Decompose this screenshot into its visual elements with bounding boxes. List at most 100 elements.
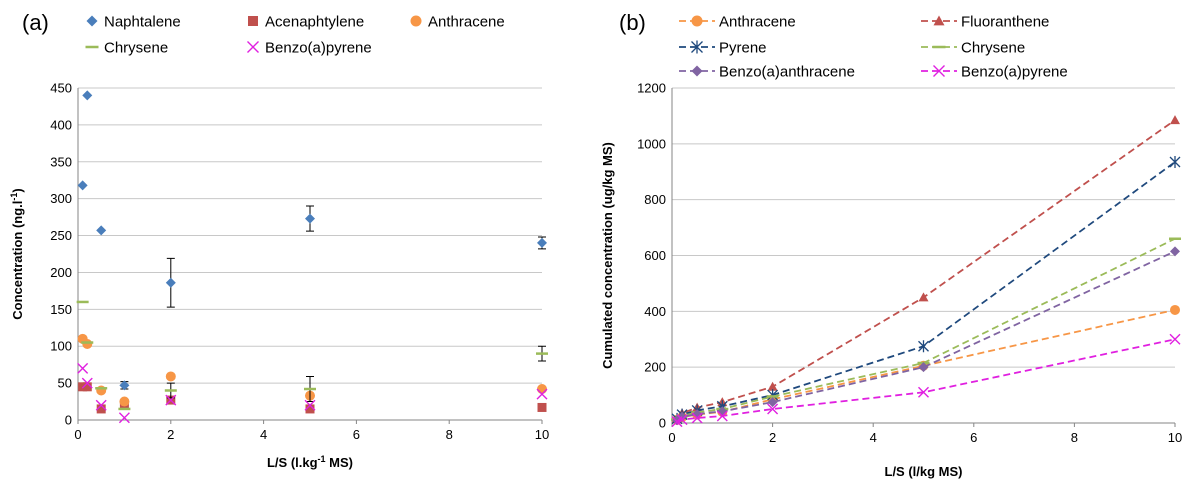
series-fluoranthene bbox=[672, 115, 1180, 423]
legend-item: Benzo(a)anthracene bbox=[679, 64, 855, 81]
legend-marker bbox=[410, 15, 422, 27]
data-point bbox=[119, 396, 130, 407]
data-point bbox=[165, 277, 176, 288]
y-tick-label: 0 bbox=[659, 416, 666, 431]
x-axis-title: L/S (l/kg MS) bbox=[885, 464, 963, 479]
legend-marker bbox=[933, 65, 945, 77]
legend-label: Anthracene bbox=[428, 14, 505, 31]
x-tick-label: 8 bbox=[1071, 430, 1078, 445]
panel-label: (a) bbox=[22, 10, 49, 35]
series-benzo-a-pyrene bbox=[77, 362, 548, 424]
series-line bbox=[676, 119, 1176, 420]
legend-marker bbox=[933, 15, 945, 26]
data-point bbox=[81, 377, 93, 389]
legend-item: Chrysene bbox=[921, 40, 1025, 57]
y-tick-label: 0 bbox=[65, 413, 72, 428]
y-tick-label: 400 bbox=[644, 304, 666, 319]
data-point bbox=[767, 403, 779, 415]
chart-panel-a: (a) 0 50 100 150 200 250 300 350 400 450 0 2 4 6 8 10 L/S… bbox=[9, 10, 549, 470]
legend-label: Anthracene bbox=[719, 14, 796, 31]
data-point bbox=[1169, 333, 1181, 345]
x-tick-label: 2 bbox=[167, 427, 174, 442]
legend-item: Anthracene bbox=[410, 14, 505, 31]
y-tick-label: 1200 bbox=[637, 81, 666, 96]
y-tick-label: 450 bbox=[50, 81, 72, 96]
legend-marker bbox=[691, 65, 703, 77]
x-tick-label: 0 bbox=[668, 430, 675, 445]
data-point bbox=[537, 237, 547, 248]
y-tick-label: 350 bbox=[50, 154, 72, 169]
legend-item: Fluoranthene bbox=[921, 14, 1049, 31]
data-point bbox=[918, 386, 929, 398]
legend-label: Chrysene bbox=[104, 40, 168, 57]
data-point bbox=[96, 225, 107, 236]
y-tick-label: 400 bbox=[50, 117, 72, 132]
x-tick-label: 6 bbox=[970, 430, 977, 445]
legend-item: Benzo(a)pyrene bbox=[921, 64, 1068, 81]
legend-item: Benzo(a)pyrene bbox=[247, 40, 372, 57]
y-tick-label: 1000 bbox=[637, 136, 666, 151]
y-tick-label: 300 bbox=[50, 191, 72, 206]
y-tick-label: 50 bbox=[58, 376, 72, 391]
y-tick-label: 100 bbox=[50, 339, 72, 354]
panel-label: (b) bbox=[619, 10, 646, 35]
legend-item: Chrysene bbox=[85, 40, 168, 57]
legend-label: Naphtalene bbox=[104, 14, 181, 31]
x-tick-label: 6 bbox=[353, 427, 360, 442]
series-chrysene bbox=[76, 300, 548, 411]
data-point bbox=[82, 90, 93, 101]
legend-item: Acenaphtylene bbox=[248, 14, 364, 31]
data-point bbox=[77, 180, 88, 191]
y-axis-title: Concentration (ng.l-1) bbox=[9, 188, 25, 320]
data-point bbox=[1170, 304, 1180, 315]
data-point bbox=[96, 404, 106, 414]
y-tick-label: 250 bbox=[50, 228, 72, 243]
x-tick-label: 4 bbox=[260, 427, 267, 442]
data-point bbox=[537, 384, 547, 395]
legend-label: Chrysene bbox=[961, 40, 1025, 57]
y-tick-label: 200 bbox=[50, 265, 72, 280]
y-tick-label: 200 bbox=[644, 360, 666, 375]
data-point bbox=[95, 399, 107, 411]
series-line bbox=[676, 161, 1176, 420]
data-point bbox=[918, 292, 929, 302]
data-point bbox=[1169, 155, 1181, 168]
data-point bbox=[304, 399, 316, 411]
x-tick-label: 2 bbox=[769, 430, 776, 445]
data-point bbox=[305, 213, 315, 224]
legend-item: Naphtalene bbox=[86, 14, 181, 31]
data-point bbox=[1170, 246, 1180, 257]
series-anthracene bbox=[77, 333, 547, 407]
data-point bbox=[165, 394, 177, 406]
data-point bbox=[536, 388, 548, 400]
series-benzo-a-pyrene bbox=[671, 333, 1181, 428]
legend-label: Acenaphtylene bbox=[265, 14, 364, 31]
x-tick-label: 10 bbox=[535, 427, 549, 442]
series-chrysene bbox=[671, 237, 1181, 421]
x-tick-label: 10 bbox=[1168, 430, 1182, 445]
legend-label: Benzo(a)anthracene bbox=[719, 64, 855, 81]
data-point bbox=[716, 410, 728, 422]
y-tick-label: 800 bbox=[644, 192, 666, 207]
data-point bbox=[918, 340, 929, 353]
data-point bbox=[767, 397, 778, 408]
series-pyrene bbox=[671, 155, 1181, 425]
y-tick-label: 600 bbox=[644, 248, 666, 263]
legend-item: Anthracene bbox=[679, 14, 796, 31]
legend-marker bbox=[247, 41, 259, 53]
data-point bbox=[767, 381, 778, 391]
chart-panel-b: (b) 0 200 400 600 800 1000 1200 0 2 4 6 8 10 L/S (l/kg… bbox=[600, 10, 1182, 479]
data-point bbox=[1170, 115, 1180, 125]
legend-marker bbox=[691, 40, 703, 54]
legend-marker bbox=[248, 16, 258, 26]
legend-label: Fluoranthene bbox=[961, 14, 1049, 31]
legend-item: Pyrene bbox=[679, 40, 767, 57]
data-point bbox=[118, 412, 130, 424]
x-tick-label: 0 bbox=[74, 427, 81, 442]
series-line bbox=[676, 338, 1176, 423]
data-point bbox=[77, 362, 89, 374]
data-point bbox=[691, 412, 703, 424]
y-tick-label: 150 bbox=[50, 302, 72, 317]
x-tick-label: 8 bbox=[446, 427, 453, 442]
